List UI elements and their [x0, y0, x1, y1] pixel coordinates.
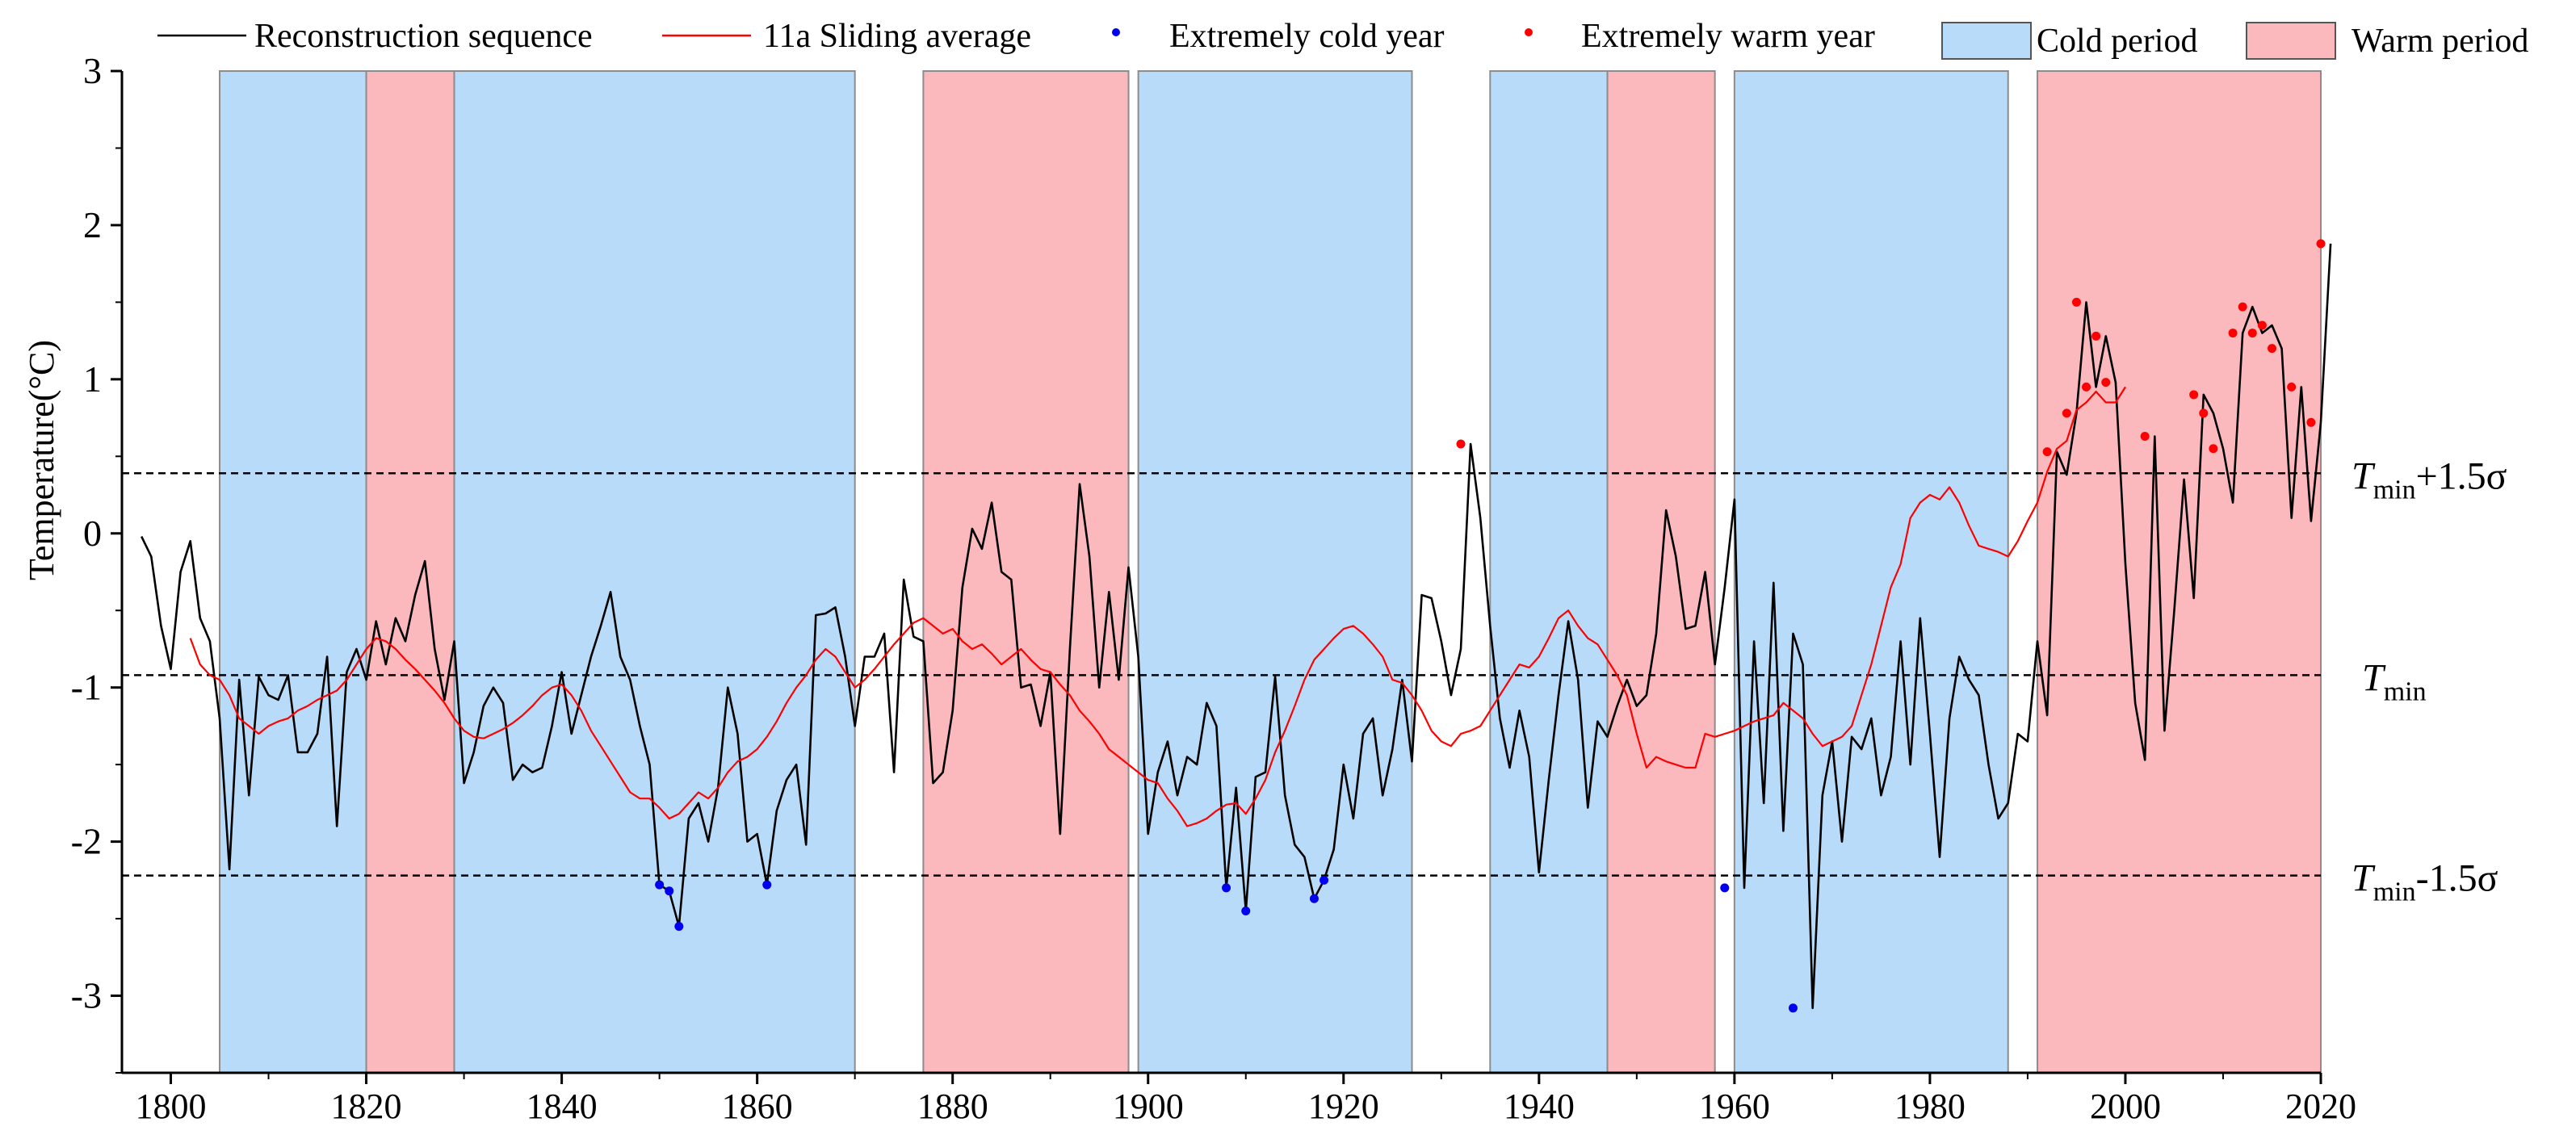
series-lines	[141, 243, 2332, 1010]
cold-year-point-6	[1309, 894, 1319, 903]
y-tick-label-1: 2	[83, 204, 102, 245]
cold-year-point-7	[1319, 875, 1329, 885]
legend: Reconstruction sequence 11a Sliding aver…	[157, 18, 2528, 60]
x-tick-label-11: 2020	[2285, 1087, 2356, 1126]
legend-reconstruction-label: Reconstruction sequence	[254, 18, 593, 55]
reconstruction-line	[141, 243, 2332, 1010]
legend-cold-year-swatch	[1112, 28, 1120, 36]
cold-period-3	[1489, 70, 1609, 1074]
y-tick-label-4: -1	[71, 667, 102, 708]
warm-year-point-11	[2228, 329, 2238, 338]
legend-cold-year-label: Extremely cold year	[1169, 18, 1445, 55]
warm-period-3	[2037, 70, 2322, 1074]
warm-year-point-7	[2140, 431, 2150, 441]
x-tick-label-1: 1820	[331, 1087, 402, 1126]
x-tick-label-2: 1840	[527, 1087, 598, 1126]
warm-year-point-12	[2238, 302, 2247, 312]
warm-period-0	[365, 70, 455, 1074]
legend-warm-year-swatch	[1525, 28, 1533, 36]
legend-warm-year-label: Extremely warm year	[1581, 18, 1875, 55]
warm-year-point-13	[2247, 329, 2257, 338]
warm-year-point-9	[2199, 408, 2209, 418]
warm-year-point-18	[2316, 239, 2326, 249]
warm-year-point-1	[2042, 447, 2052, 457]
warm-year-point-15	[2267, 344, 2276, 354]
x-tick-label-7: 1940	[1504, 1087, 1575, 1126]
x-tick-label-6: 1920	[1308, 1087, 1379, 1126]
warm-year-point-8	[2189, 390, 2199, 400]
axes: 1800 1820 1840 1860 1880 1900 1920 1940 1960 1980…	[71, 50, 2356, 1126]
cold-period-0	[219, 70, 367, 1074]
cold-year-point-9	[1788, 1003, 1798, 1013]
cold-period-2	[1137, 70, 1413, 1074]
y-tick-label-5: -2	[71, 821, 102, 862]
reference-label-1: Tmin	[2362, 656, 2427, 706]
warm-period-1	[922, 70, 1130, 1074]
y-tick-label-6: -3	[71, 975, 102, 1016]
y-tick-label-3: 0	[83, 513, 102, 554]
warm-year-point-0	[1456, 439, 1466, 449]
warm-year-point-3	[2071, 297, 2081, 307]
period-shading	[219, 70, 2322, 1074]
cold-year-point-5	[1241, 907, 1251, 916]
reference-labels: Tmin+1.5σ Tmin Tmin-1.5σ	[2352, 454, 2507, 907]
x-tick-label-8: 1960	[1699, 1087, 1770, 1126]
cold-year-point-1	[665, 886, 674, 896]
cold-period-4	[1733, 70, 2009, 1074]
legend-cold-period-label: Cold period	[2037, 23, 2197, 60]
x-tick-label-0: 1800	[136, 1087, 207, 1126]
x-tick-label-3: 1860	[722, 1087, 793, 1126]
legend-warm-period-swatch	[2246, 22, 2336, 60]
cold-year-point-0	[655, 880, 665, 890]
warm-year-point-2	[2062, 408, 2071, 418]
cold-period-1	[453, 70, 856, 1074]
warm-year-point-10	[2209, 444, 2218, 454]
warm-year-point-4	[2082, 382, 2091, 392]
legend-sliding-label: 11a Sliding average	[763, 18, 1031, 55]
warm-year-point-14	[2257, 320, 2267, 330]
y-tick-label-2: 1	[83, 358, 102, 400]
y-tick-label-0: 3	[83, 50, 102, 91]
cold-year-point-8	[1720, 883, 1730, 893]
warm-year-point-5	[2091, 331, 2101, 341]
cold-year-point-3	[762, 880, 772, 890]
warm-year-point-17	[2306, 417, 2316, 427]
extreme-points	[655, 239, 2326, 1013]
x-tick-label-5: 1900	[1113, 1087, 1184, 1126]
y-axis-label: Temperature(°C)	[22, 340, 61, 580]
warm-year-point-6	[2101, 378, 2111, 387]
x-tick-label-10: 2000	[2090, 1087, 2161, 1126]
sliding-average-line	[189, 386, 2126, 827]
x-tick-label-9: 1980	[1894, 1087, 1966, 1126]
reference-label-2: Tmin-1.5σ	[2352, 857, 2498, 907]
reference-label-0: Tmin+1.5σ	[2352, 454, 2507, 505]
cold-year-point-4	[1222, 883, 1231, 893]
cold-year-point-2	[674, 922, 684, 932]
legend-warm-period-label: Warm period	[2352, 23, 2528, 60]
warm-year-point-16	[2287, 382, 2297, 392]
reference-lines	[122, 472, 2321, 877]
x-tick-label-4: 1880	[917, 1087, 988, 1126]
legend-cold-period-swatch	[1941, 22, 2032, 60]
